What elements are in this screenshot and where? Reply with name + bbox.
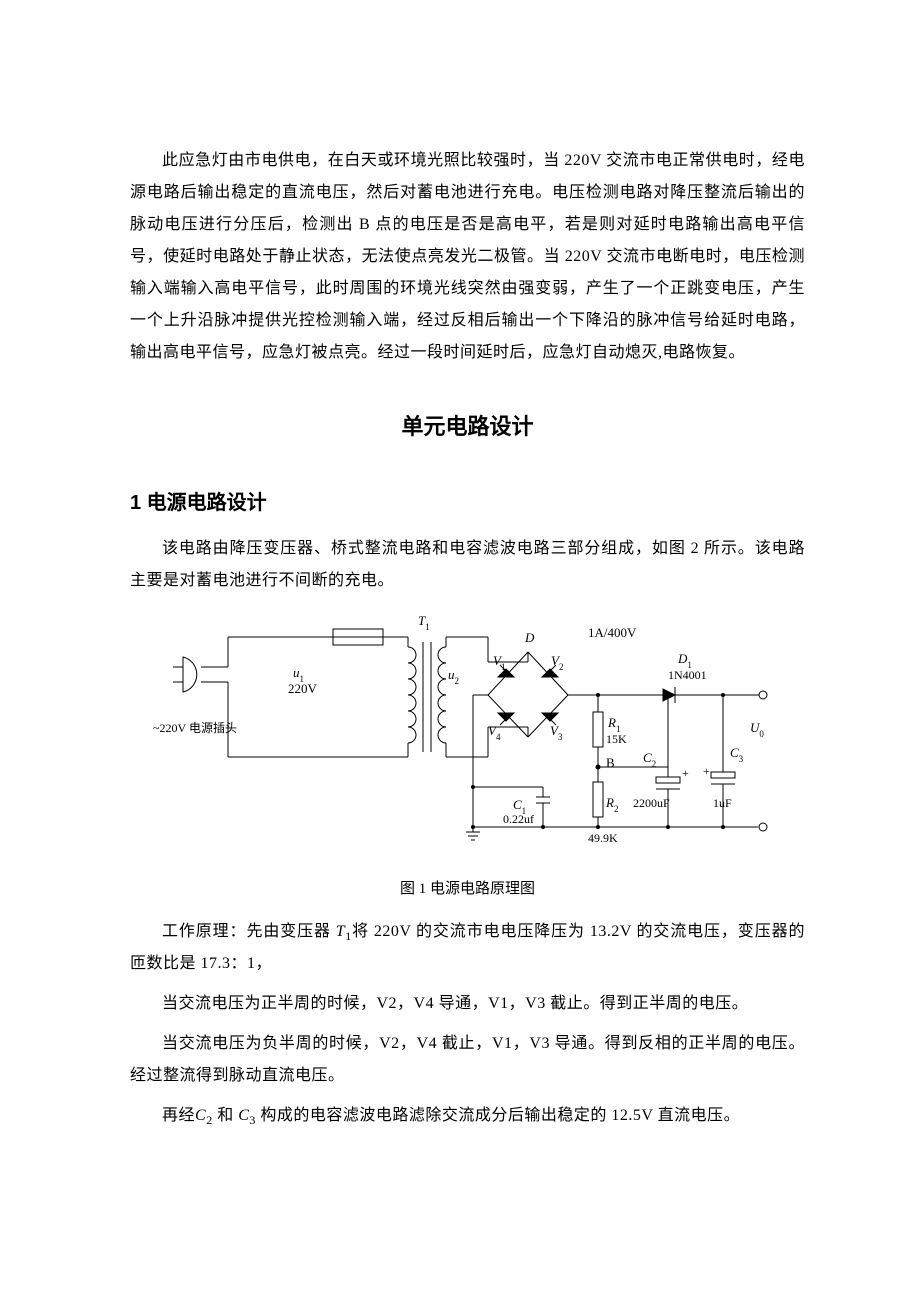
paragraph-3: 工作原理：先由变压器 T1将 220V 的交流市电电压降压为 13.2V 的交流…	[130, 916, 805, 980]
label-c3plus: +	[703, 764, 710, 778]
label-v3: V3	[550, 723, 563, 742]
figure-1-schematic: ~220V 电源插头 u1 220V	[130, 607, 805, 867]
label-t1: T1	[418, 613, 430, 632]
label-u1v: 220V	[288, 681, 318, 696]
label-d: D	[524, 630, 535, 645]
label-c2plus: +	[682, 766, 689, 780]
label-c2: C2	[643, 750, 656, 769]
label-b: B	[606, 755, 615, 770]
figure-1-caption: 图 1 电源电路原理图	[130, 877, 805, 898]
paragraph-2: 该电路由降压变压器、桥式整流电路和电容滤波电路三部分组成，如图 2 所示。该电路…	[130, 533, 805, 597]
label-u0: U0	[750, 720, 764, 739]
power-circuit-svg: ~220V 电源插头 u1 220V	[148, 607, 788, 867]
paragraph-1: 此应急灯由市电供电，在白天或环境光照比较强时，当 220V 交流市电正常供电时，…	[130, 145, 805, 369]
paragraph-6: 再经C2 和 C3 构成的电容滤波电路滤除交流成分后输出稳定的 12.5V 直流…	[130, 1100, 805, 1132]
label-c3: C3	[730, 745, 744, 764]
label-v1: V1	[493, 653, 505, 672]
heading-power-circuit: 1 电源电路设计	[130, 486, 805, 515]
label-c3val: 1uF	[713, 796, 732, 810]
label-v4: V4	[488, 723, 501, 742]
heading-unit-design: 单元电路设计	[130, 409, 805, 441]
label-r2val: 49.9K	[588, 831, 618, 845]
label-r2: R2	[605, 795, 618, 814]
label-v2: V2	[551, 653, 563, 672]
paragraph-4: 当交流电压为正半周的时候，V2，V4 导通，V1，V3 截止。得到正半周的电压。	[130, 988, 805, 1020]
paragraph-5: 当交流电压为负半周的时候，V2，V4 截止，V1，V3 导通。得到反相的正半周的…	[130, 1028, 805, 1092]
label-r1val: 15K	[606, 732, 627, 746]
label-plug: ~220V 电源插头	[153, 721, 237, 735]
label-u2: u2	[448, 667, 459, 686]
label-d1part: 1N4001	[668, 668, 707, 682]
label-rating: 1A/400V	[588, 625, 637, 640]
label-c2val: 2200uF	[633, 796, 670, 810]
label-c1val: 0.22uf	[503, 812, 534, 826]
